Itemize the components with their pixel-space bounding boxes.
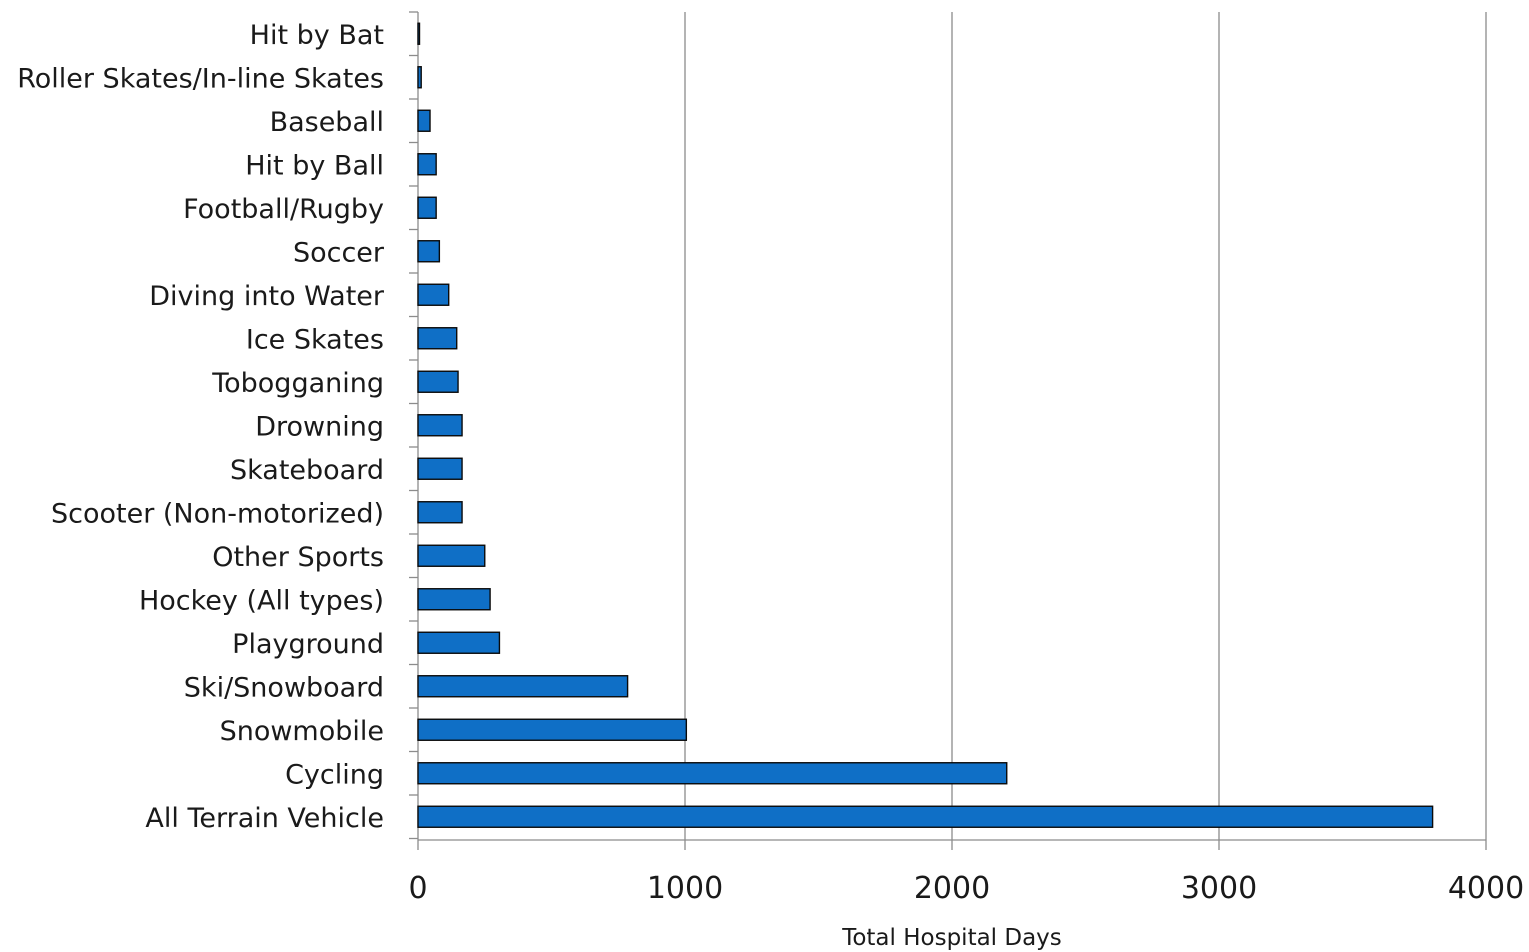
bar <box>417 457 463 480</box>
bar <box>417 718 688 741</box>
bar <box>417 805 1434 828</box>
gridlines <box>684 12 1487 840</box>
bar <box>417 327 458 350</box>
bar <box>417 631 501 654</box>
bar <box>417 414 463 437</box>
category-label: Snowmobile <box>220 716 384 747</box>
category-label: Other Sports <box>212 542 384 573</box>
category-label: Hit by Ball <box>245 150 384 181</box>
category-labels: Hit by Bat Roller Skates/In-line Skates Ba… <box>17 20 385 834</box>
category-label: Roller Skates/In-line Skates <box>17 63 384 94</box>
bar <box>417 588 491 611</box>
category-label: Ski/Snowboard <box>184 672 384 703</box>
x-tick-label: 2000 <box>914 871 990 906</box>
category-label: Hit by Bat <box>250 20 384 51</box>
category-label: Drowning <box>255 411 384 442</box>
category-label: Skateboard <box>230 455 384 486</box>
x-tick-labels: 0 1000 2000 3000 4000 <box>408 871 1524 906</box>
bar <box>417 370 459 393</box>
category-label: Baseball <box>270 107 384 138</box>
bar <box>417 283 450 306</box>
category-label: Playground <box>232 629 384 660</box>
bar <box>417 762 1008 785</box>
bar <box>417 675 629 698</box>
bar <box>417 66 422 89</box>
x-tick-label: 3000 <box>1181 871 1257 906</box>
x-axis-title: Total Hospital Days <box>841 925 1062 951</box>
x-tick-label: 0 <box>408 871 427 906</box>
category-label: Hockey (All types) <box>139 585 384 616</box>
bar <box>417 544 486 567</box>
bar <box>417 109 431 132</box>
category-label: Scooter (Non-motorized) <box>51 498 384 529</box>
bar <box>417 153 437 176</box>
bar <box>417 240 441 263</box>
bar <box>417 22 421 45</box>
category-label: Football/Rugby <box>183 194 384 225</box>
category-label: Soccer <box>293 237 385 268</box>
category-label: All Terrain Vehicle <box>145 803 384 834</box>
x-tick-label: 1000 <box>647 871 723 906</box>
category-label: Cycling <box>285 759 384 790</box>
x-tick-label: 4000 <box>1448 871 1524 906</box>
category-label: Ice Skates <box>246 324 384 355</box>
bars <box>417 22 1434 828</box>
category-label: Diving into Water <box>149 281 385 312</box>
bar <box>417 196 437 219</box>
bar <box>417 501 463 524</box>
category-label: Tobogganing <box>211 368 384 399</box>
